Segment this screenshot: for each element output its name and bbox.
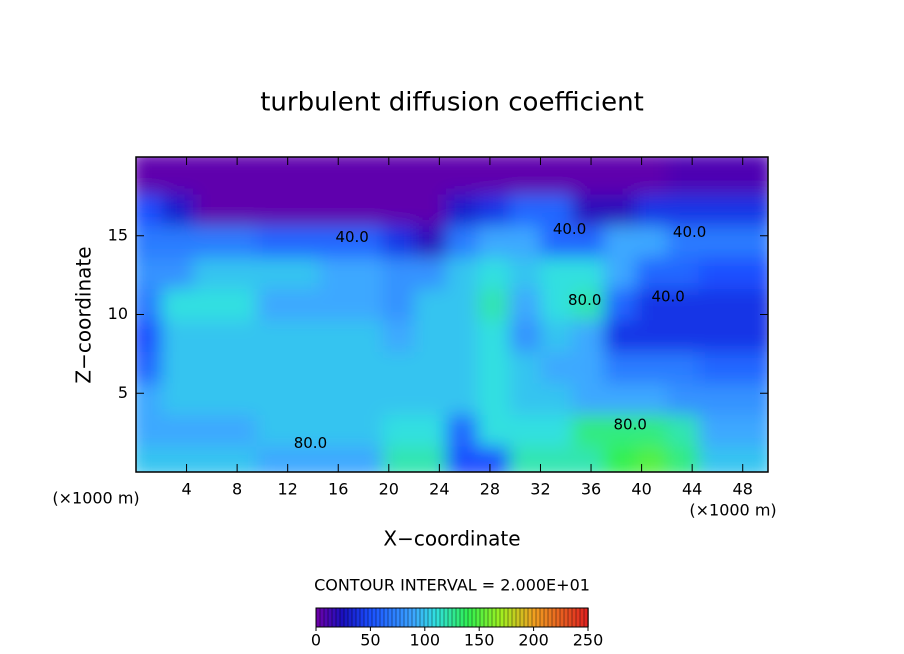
x-tick-label: 16: [328, 480, 348, 499]
y-tick-label: 10: [108, 304, 128, 323]
x-unit-label: (×1000 m): [52, 489, 139, 508]
colorbar-frame: [315, 607, 589, 628]
chart-title: turbulent diffusion coefficient: [260, 88, 644, 118]
cells: [136, 157, 768, 472]
x-tick-label: 8: [232, 480, 242, 499]
y-axis-label: Z−coordinate: [72, 246, 96, 383]
x-tick-label: 44: [682, 480, 702, 499]
contour-label: 80.0: [568, 291, 601, 309]
x-unit-label: (×1000 m): [689, 501, 776, 520]
contour-label: 40.0: [673, 223, 706, 241]
x-tick-label: 12: [278, 480, 298, 499]
contour-label: 40.0: [335, 228, 368, 246]
x-tick-label: 36: [581, 480, 601, 499]
x-tick-label: 32: [530, 480, 550, 499]
colorbar-tick-label: 200: [518, 631, 549, 650]
colorbar-tick-label: 150: [464, 631, 495, 650]
y-tick-label: 5: [118, 383, 128, 402]
x-tick-label: 48: [733, 480, 753, 499]
colorbar-tick-label: 0: [311, 631, 321, 650]
colorbar-tick-label: 50: [360, 631, 380, 650]
x-axis-label: X−coordinate: [383, 527, 520, 551]
contour-label: 80.0: [294, 434, 327, 452]
x-tick-label: 28: [480, 480, 500, 499]
field-cell: [730, 157, 768, 195]
contour-label: 40.0: [651, 288, 684, 306]
y-tick-label: 15: [108, 225, 128, 244]
x-tick-label: 4: [181, 480, 191, 499]
contour-label: 40.0: [553, 220, 586, 238]
overlay: 40.080.080.080.0 40.040.040.04 8 12 16 20 24 28…: [108, 156, 769, 499]
contour-label: 80.0: [614, 415, 647, 433]
x-tick-label: 24: [429, 480, 449, 499]
colorbar-tick-label: 250: [573, 631, 604, 650]
x-tick-label: 40: [631, 480, 651, 499]
field: [136, 157, 768, 472]
colorbar-title: CONTOUR INTERVAL = 2.000E+01: [314, 576, 590, 595]
x-tick-label: 20: [379, 480, 399, 499]
colorbar-tick-label: 100: [410, 631, 441, 650]
